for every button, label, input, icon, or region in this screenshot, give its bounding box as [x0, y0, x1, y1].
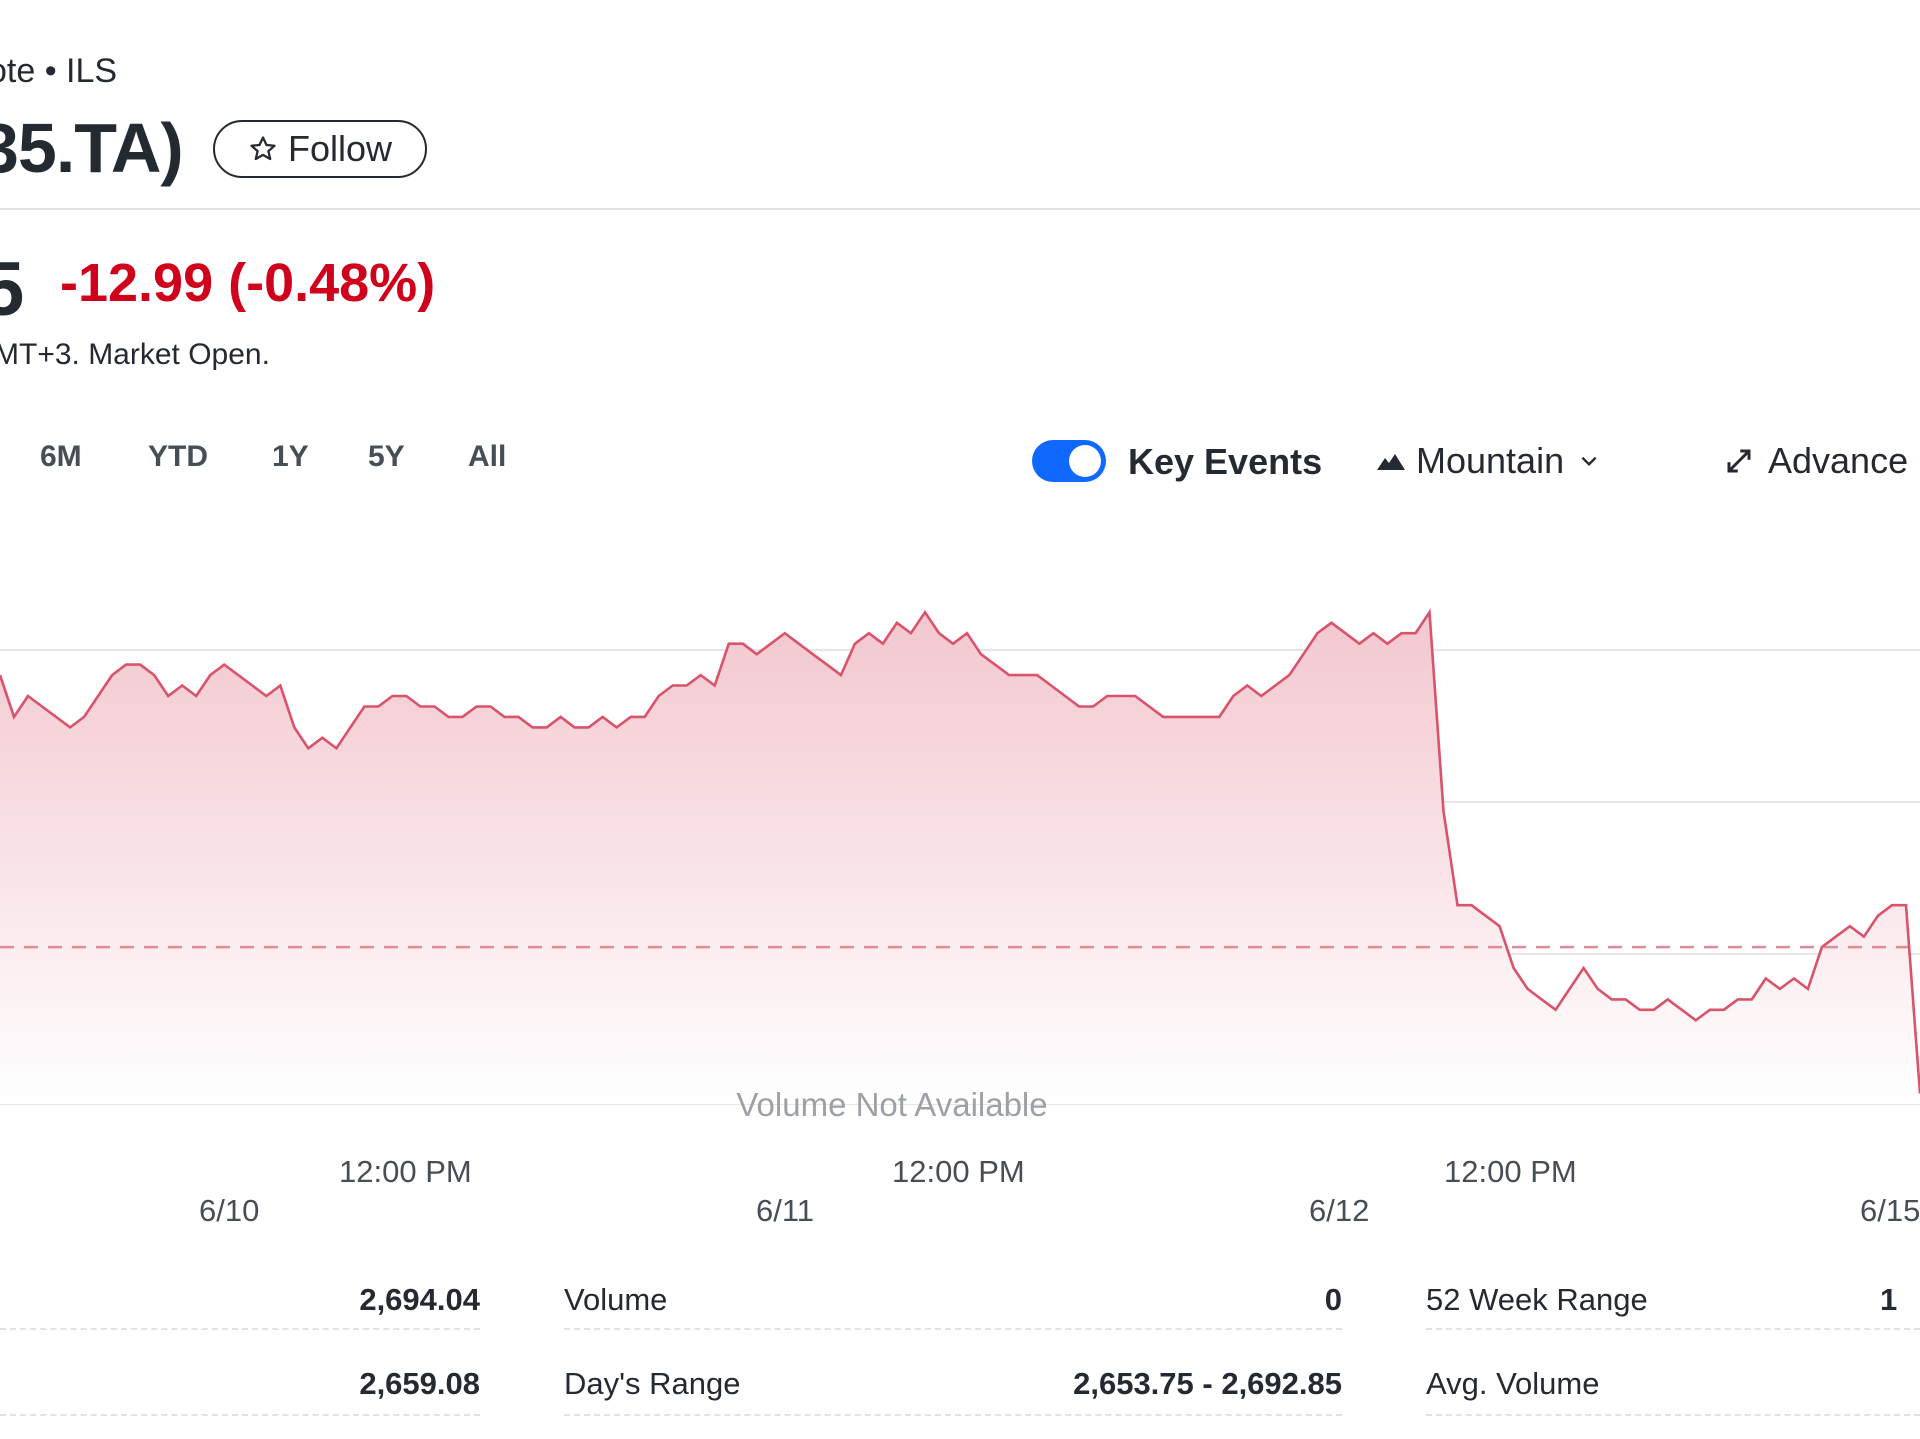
quote-source: ote • ILS [0, 52, 118, 90]
range-1y-button[interactable]: 1Y [272, 440, 309, 473]
row-divider [1426, 1414, 1920, 1416]
current-price: 5 [0, 247, 25, 332]
mountain-icon [1377, 454, 1405, 470]
x-tick-date-4: 6/15 [1860, 1193, 1920, 1228]
ticker-symbol: 35.TA) [0, 109, 184, 187]
key-events-toggle[interactable] [1032, 440, 1106, 482]
stat-volume-value: 0 [1324, 1282, 1342, 1317]
chart-area-fill [0, 612, 1920, 1104]
row-divider [564, 1328, 1342, 1330]
x-tick-date-2: 6/11 [756, 1193, 815, 1228]
stat-avg-volume-label: Avg. Volume [1426, 1366, 1600, 1401]
expand-icon [1727, 449, 1751, 473]
x-tick-time-1: 12:00 PM [339, 1154, 472, 1189]
range-5y-button[interactable]: 5Y [368, 440, 405, 473]
market-status: MT+3. Market Open. [0, 338, 270, 371]
chart-type-label: Mountain [1416, 440, 1565, 481]
stat-52wk-value: 1 [1880, 1282, 1898, 1317]
price-change: -12.99 (-0.48%) [60, 253, 436, 313]
stat-days-range-label: Day's Range [564, 1366, 741, 1401]
stat-prev-close-value: 2,694.04 [359, 1282, 480, 1317]
advanced-label: Advance [1768, 440, 1909, 481]
toggle-knob [1069, 445, 1101, 477]
follow-button[interactable]: Follow [213, 120, 427, 178]
x-tick-time-2: 12:00 PM [892, 1154, 1025, 1189]
range-all-button[interactable]: All [468, 440, 507, 473]
range-6m-button[interactable]: 6M [40, 440, 82, 473]
row-divider [0, 1328, 480, 1330]
row-divider [564, 1414, 1342, 1416]
x-tick-time-3: 12:00 PM [1444, 1154, 1577, 1189]
star-icon [250, 136, 276, 161]
volume-not-available-label: Volume Not Available [736, 1086, 1047, 1123]
range-ytd-button[interactable]: YTD [148, 440, 208, 473]
x-tick-date-3: 6/12 [1309, 1193, 1370, 1228]
chevron-down-icon [1581, 456, 1597, 467]
key-events-label: Key Events [1128, 441, 1323, 482]
stat-volume-label: Volume [564, 1282, 668, 1317]
chart-type-dropdown[interactable]: Mountain [1376, 440, 1604, 482]
stat-52wk-label: 52 Week Range [1426, 1282, 1648, 1317]
price-chart[interactable]: Volume Not Available [0, 500, 1920, 1140]
follow-label: Follow [287, 128, 393, 169]
stat-open-value: 2,659.08 [359, 1366, 480, 1401]
row-divider [1426, 1328, 1920, 1330]
x-tick-date-1: 6/10 [199, 1193, 260, 1228]
chart-price-line [0, 608, 1920, 1094]
advanced-chart-button[interactable]: Advance [1724, 440, 1908, 482]
stat-days-range-value: 2,653.75 - 2,692.85 [1073, 1366, 1342, 1401]
row-divider [0, 1414, 480, 1416]
header-divider [0, 208, 1920, 210]
